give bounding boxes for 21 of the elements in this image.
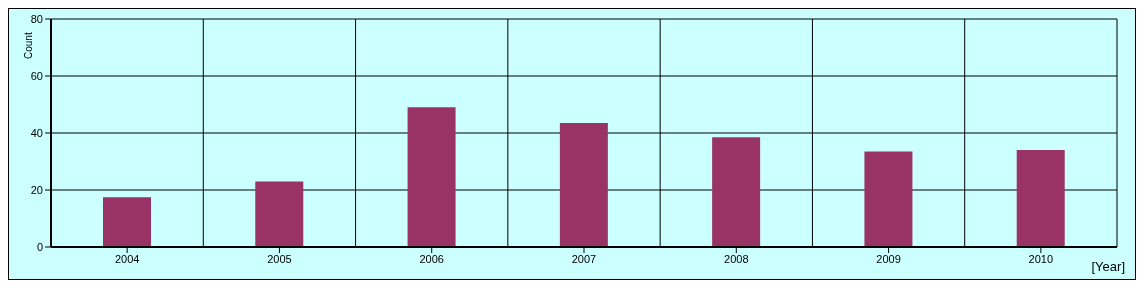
- bar: [1016, 150, 1065, 247]
- x-tick-label: 2004: [114, 252, 140, 265]
- x-tick-label: 2006: [419, 252, 444, 265]
- y-tick-label: 0: [36, 240, 43, 253]
- bar: [864, 151, 913, 247]
- bar: [559, 123, 608, 247]
- y-tick-label: 40: [30, 126, 43, 139]
- bar: [255, 181, 304, 247]
- bar: [712, 137, 761, 247]
- y-tick-label: 20: [30, 183, 43, 196]
- x-axis-title: [Year]: [1091, 259, 1125, 274]
- y-tick-label: 80: [30, 12, 43, 25]
- y-axis-title: Count: [23, 32, 35, 59]
- bar: [407, 107, 456, 247]
- x-tick-label: 2009: [876, 252, 901, 265]
- x-tick-label: 2007: [571, 252, 597, 265]
- x-tick-label: 2008: [724, 252, 749, 265]
- x-tick-label: 2010: [1028, 252, 1054, 265]
- y-tick-label: 60: [30, 69, 43, 82]
- x-tick-label: 2005: [267, 252, 292, 265]
- bar: [103, 197, 151, 247]
